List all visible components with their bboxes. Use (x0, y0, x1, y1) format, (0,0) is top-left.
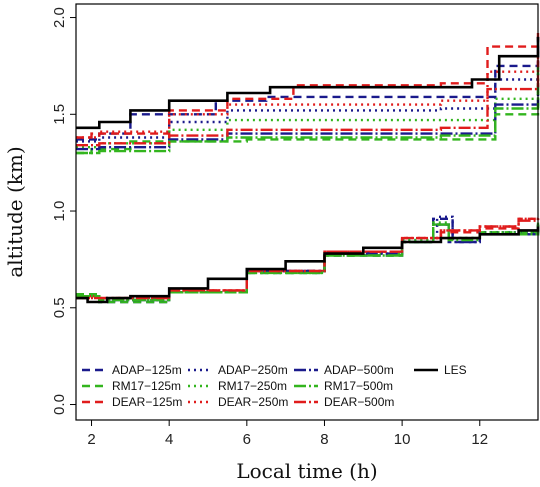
x-axis-title: Local time (h) (236, 459, 377, 483)
series-line-9-upper (76, 36, 540, 130)
legend-label-0: ADAP−125m (112, 363, 182, 377)
series-line-5-lower (76, 216, 540, 300)
series-line-1-lower (76, 222, 540, 304)
x-tick-label-1: 4 (165, 431, 173, 448)
legend-label-9: LES (444, 363, 467, 377)
legend-label-1: RM17−125m (112, 379, 181, 393)
y-axis: 0.0 0.5 1.0 1.5 2.0 (51, 7, 76, 415)
series-line-2-upper (76, 33, 540, 139)
x-tick-label-3: 8 (320, 431, 328, 448)
x-tick-label-0: 2 (87, 431, 95, 448)
x-tick-label-2: 6 (243, 431, 251, 448)
series-line-4-upper (76, 73, 540, 149)
x-tick-label-5: 12 (471, 431, 488, 448)
series-layer (76, 33, 540, 304)
y-axis-title: altitude (km) (3, 146, 27, 277)
legend-label-4: RM17−250m (218, 379, 287, 393)
series-line-8-upper (76, 60, 540, 147)
series-line-5-upper (76, 50, 540, 139)
x-tick-label-4: 10 (394, 431, 411, 448)
series-line-7-upper (76, 65, 540, 155)
legend: ADAP−125m RM17−125m DEAR−125m ADAP−250m RM17… (82, 363, 467, 409)
y-tick-label-1: 0.5 (51, 297, 68, 318)
legend-label-8: DEAR−500m (324, 395, 394, 409)
legend-label-2: DEAR−125m (112, 395, 182, 409)
legend-label-6: ADAP−500m (324, 363, 394, 377)
plot-frame (75, 3, 539, 421)
y-tick-label-3: 1.5 (51, 104, 68, 125)
legend-label-3: ADAP−250m (218, 363, 288, 377)
legend-label-5: DEAR−250m (218, 395, 288, 409)
series-line-7-lower (76, 223, 540, 302)
y-tick-label-4: 2.0 (51, 7, 68, 28)
series-line-9-lower (76, 226, 540, 304)
y-tick-label-2: 1.0 (51, 201, 68, 222)
series-line-0-upper (76, 36, 540, 141)
series-line-8-lower (76, 218, 540, 300)
x-axis: 2 4 6 8 10 12 (87, 420, 488, 448)
series-line-2-lower (76, 216, 540, 300)
y-tick-label-0: 0.0 (51, 394, 68, 415)
legend-label-7: RM17−500m (324, 379, 393, 393)
